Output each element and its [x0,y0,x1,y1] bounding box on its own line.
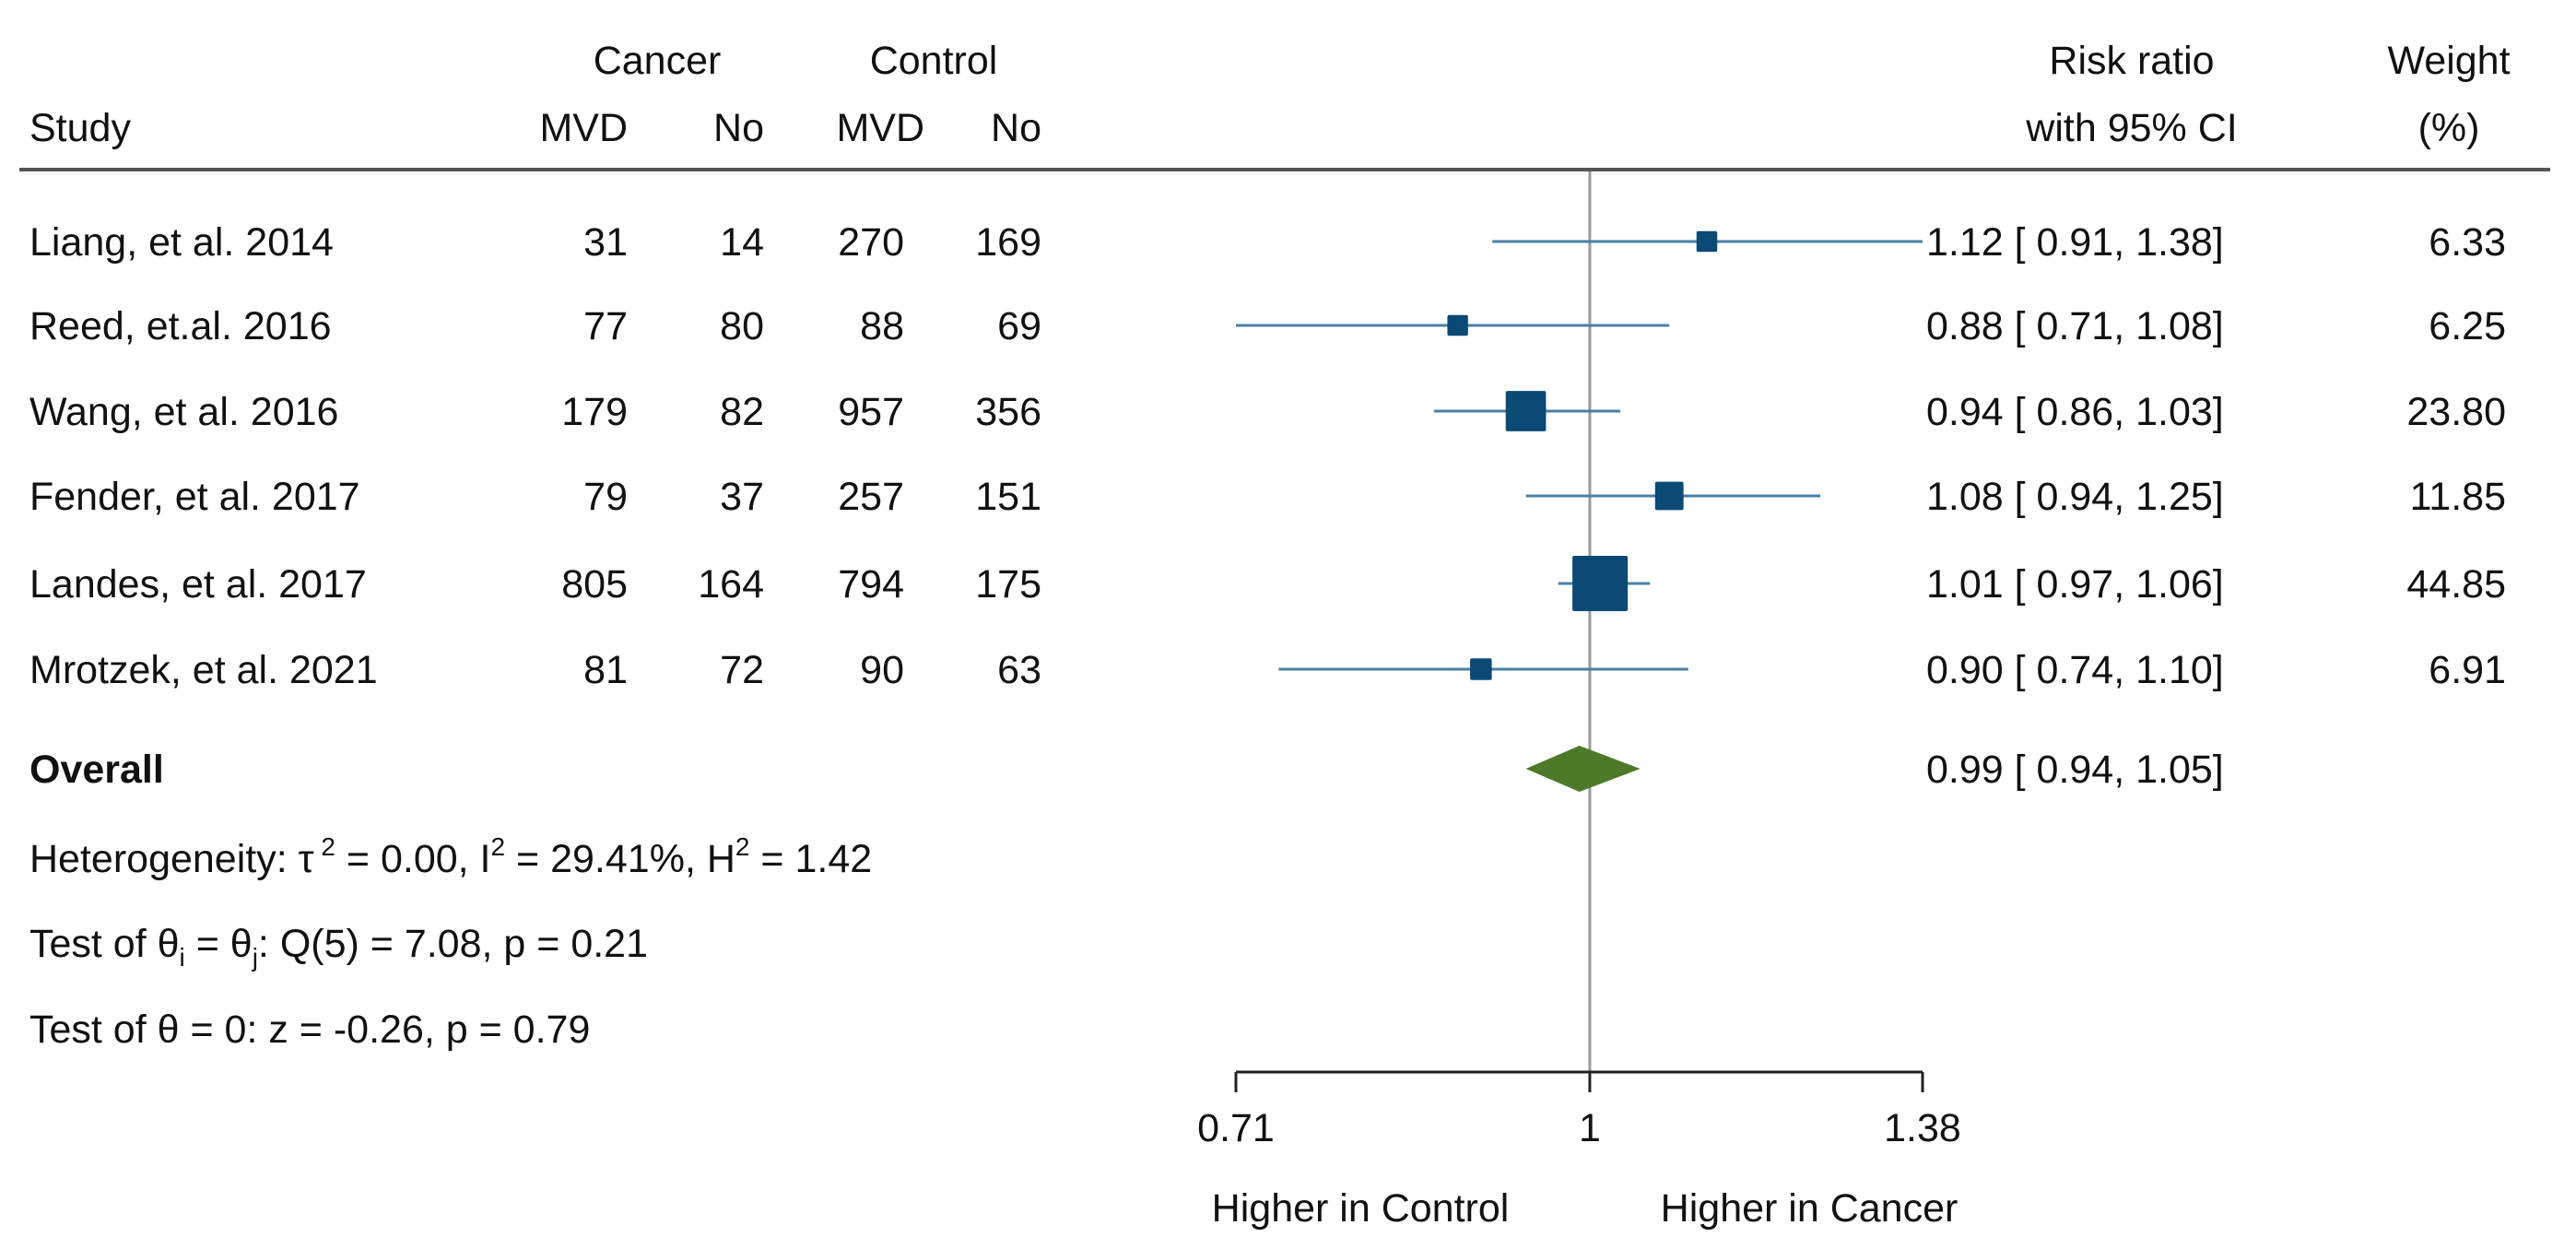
cancer-mvd: 179 [561,390,628,434]
study-name: Mrotzek, et al. 2021 [29,648,378,692]
header-control: Control [870,39,998,83]
control-no: 175 [975,562,1041,607]
effect-marker [1470,658,1492,680]
control-no: 169 [975,220,1041,265]
weight-value: 23.80 [2406,390,2506,434]
x-tick-label: 1.38 [1884,1106,1961,1150]
ci-text: 1.01 [ 0.97, 1.06] [1926,562,2224,607]
header-cancer-no: No [713,106,764,150]
weight-value: 44.85 [2406,562,2506,607]
study-name: Reed, et.al. 2016 [29,304,332,348]
xlabel-left: Higher in Control [1212,1186,1510,1231]
study-row: Fender, et al. 2017 79 37 257 151 1.08 [ 0.94… [29,475,2506,519]
study-row: Landes, et al. 2017 805 164 794 175 1.01 [ 0.… [29,556,2506,611]
study-row: Mrotzek, et al. 2021 81 72 90 63 0.90 [ 0.74,… [29,648,2506,692]
x-tick-label: 0.71 [1197,1106,1275,1150]
weight-value: 11.85 [2410,475,2506,519]
control-mvd: 957 [838,390,904,434]
weight-value: 6.91 [2429,648,2506,692]
ci-text: 1.12 [ 0.91, 1.38] [1926,220,2224,265]
z-test-stat: Test of θ = 0: z = -0.26, p = 0.79 [29,1007,590,1052]
header-cancer: Cancer [594,39,722,83]
control-mvd: 90 [860,648,904,692]
cancer-mvd: 31 [583,220,628,265]
cancer-mvd: 81 [583,648,628,692]
study-name: Wang, et al. 2016 [29,390,338,434]
study-row: Liang, et al. 2014 31 14 270 169 1.12 [ 0.91,… [29,220,2506,265]
header-rr-line1: Risk ratio [2049,39,2214,83]
cancer-no: 72 [720,648,764,692]
overall-diamond [1525,746,1641,792]
effect-marker [1505,391,1547,431]
q-test-stat: Test of θi = θj: Q(5) = 7.08, p = 0.21 [29,922,648,972]
cancer-no: 37 [720,475,764,519]
control-no: 356 [975,390,1041,434]
header-weight-line2: (%) [2418,106,2480,150]
heterogeneity-stat: Heterogeneity: τ 2 = 0.00, I2 = 29.41%, … [29,832,872,881]
control-no: 69 [997,304,1041,348]
ci-text: 0.88 [ 0.71, 1.08] [1926,304,2224,348]
cancer-no: 14 [720,220,764,265]
cancer-no: 80 [720,304,764,348]
weight-value: 6.33 [2429,220,2506,265]
x-tick-label: 1 [1579,1106,1601,1150]
overall-ci-text: 0.99 [ 0.94, 1.05] [1926,748,2224,792]
control-mvd: 88 [860,304,904,348]
xlabel-right: Higher in Cancer [1661,1186,1958,1231]
control-no: 151 [975,475,1041,519]
ci-text: 0.90 [ 0.74, 1.10] [1926,648,2224,692]
header-study: Study [29,106,131,150]
header-control-mvd: MVD [836,106,924,150]
control-no: 63 [997,648,1041,692]
overall-label: Overall [29,748,164,792]
header-control-no: No [991,106,1041,150]
effect-marker [1572,556,1629,611]
cancer-no: 164 [698,562,764,607]
ci-text: 0.94 [ 0.86, 1.03] [1926,390,2224,434]
cancer-mvd: 805 [561,562,628,607]
study-row: Wang, et al. 2016 179 82 957 356 0.94 [ 0.86,… [29,390,2506,434]
header-weight-line1: Weight [2387,39,2510,83]
effect-marker [1696,230,1718,253]
study-name: Liang, et al. 2014 [29,220,334,265]
control-mvd: 270 [838,220,904,265]
control-mvd: 257 [838,475,904,519]
weight-value: 6.25 [2429,304,2506,348]
header-cancer-mvd: MVD [539,106,628,150]
effect-marker [1654,481,1684,511]
study-row: Reed, et.al. 2016 77 80 88 69 0.88 [ 0.71, 1.… [29,304,2506,348]
effect-marker [1447,314,1468,336]
cancer-mvd: 79 [583,475,628,519]
cancer-no: 82 [720,390,764,434]
cancer-mvd: 77 [583,304,628,348]
study-name: Fender, et al. 2017 [29,475,360,519]
study-name: Landes, et al. 2017 [29,562,367,607]
ci-text: 1.08 [ 0.94, 1.25] [1926,475,2224,519]
header-rr-line2: with 95% CI [2025,106,2237,150]
control-mvd: 794 [838,562,904,607]
